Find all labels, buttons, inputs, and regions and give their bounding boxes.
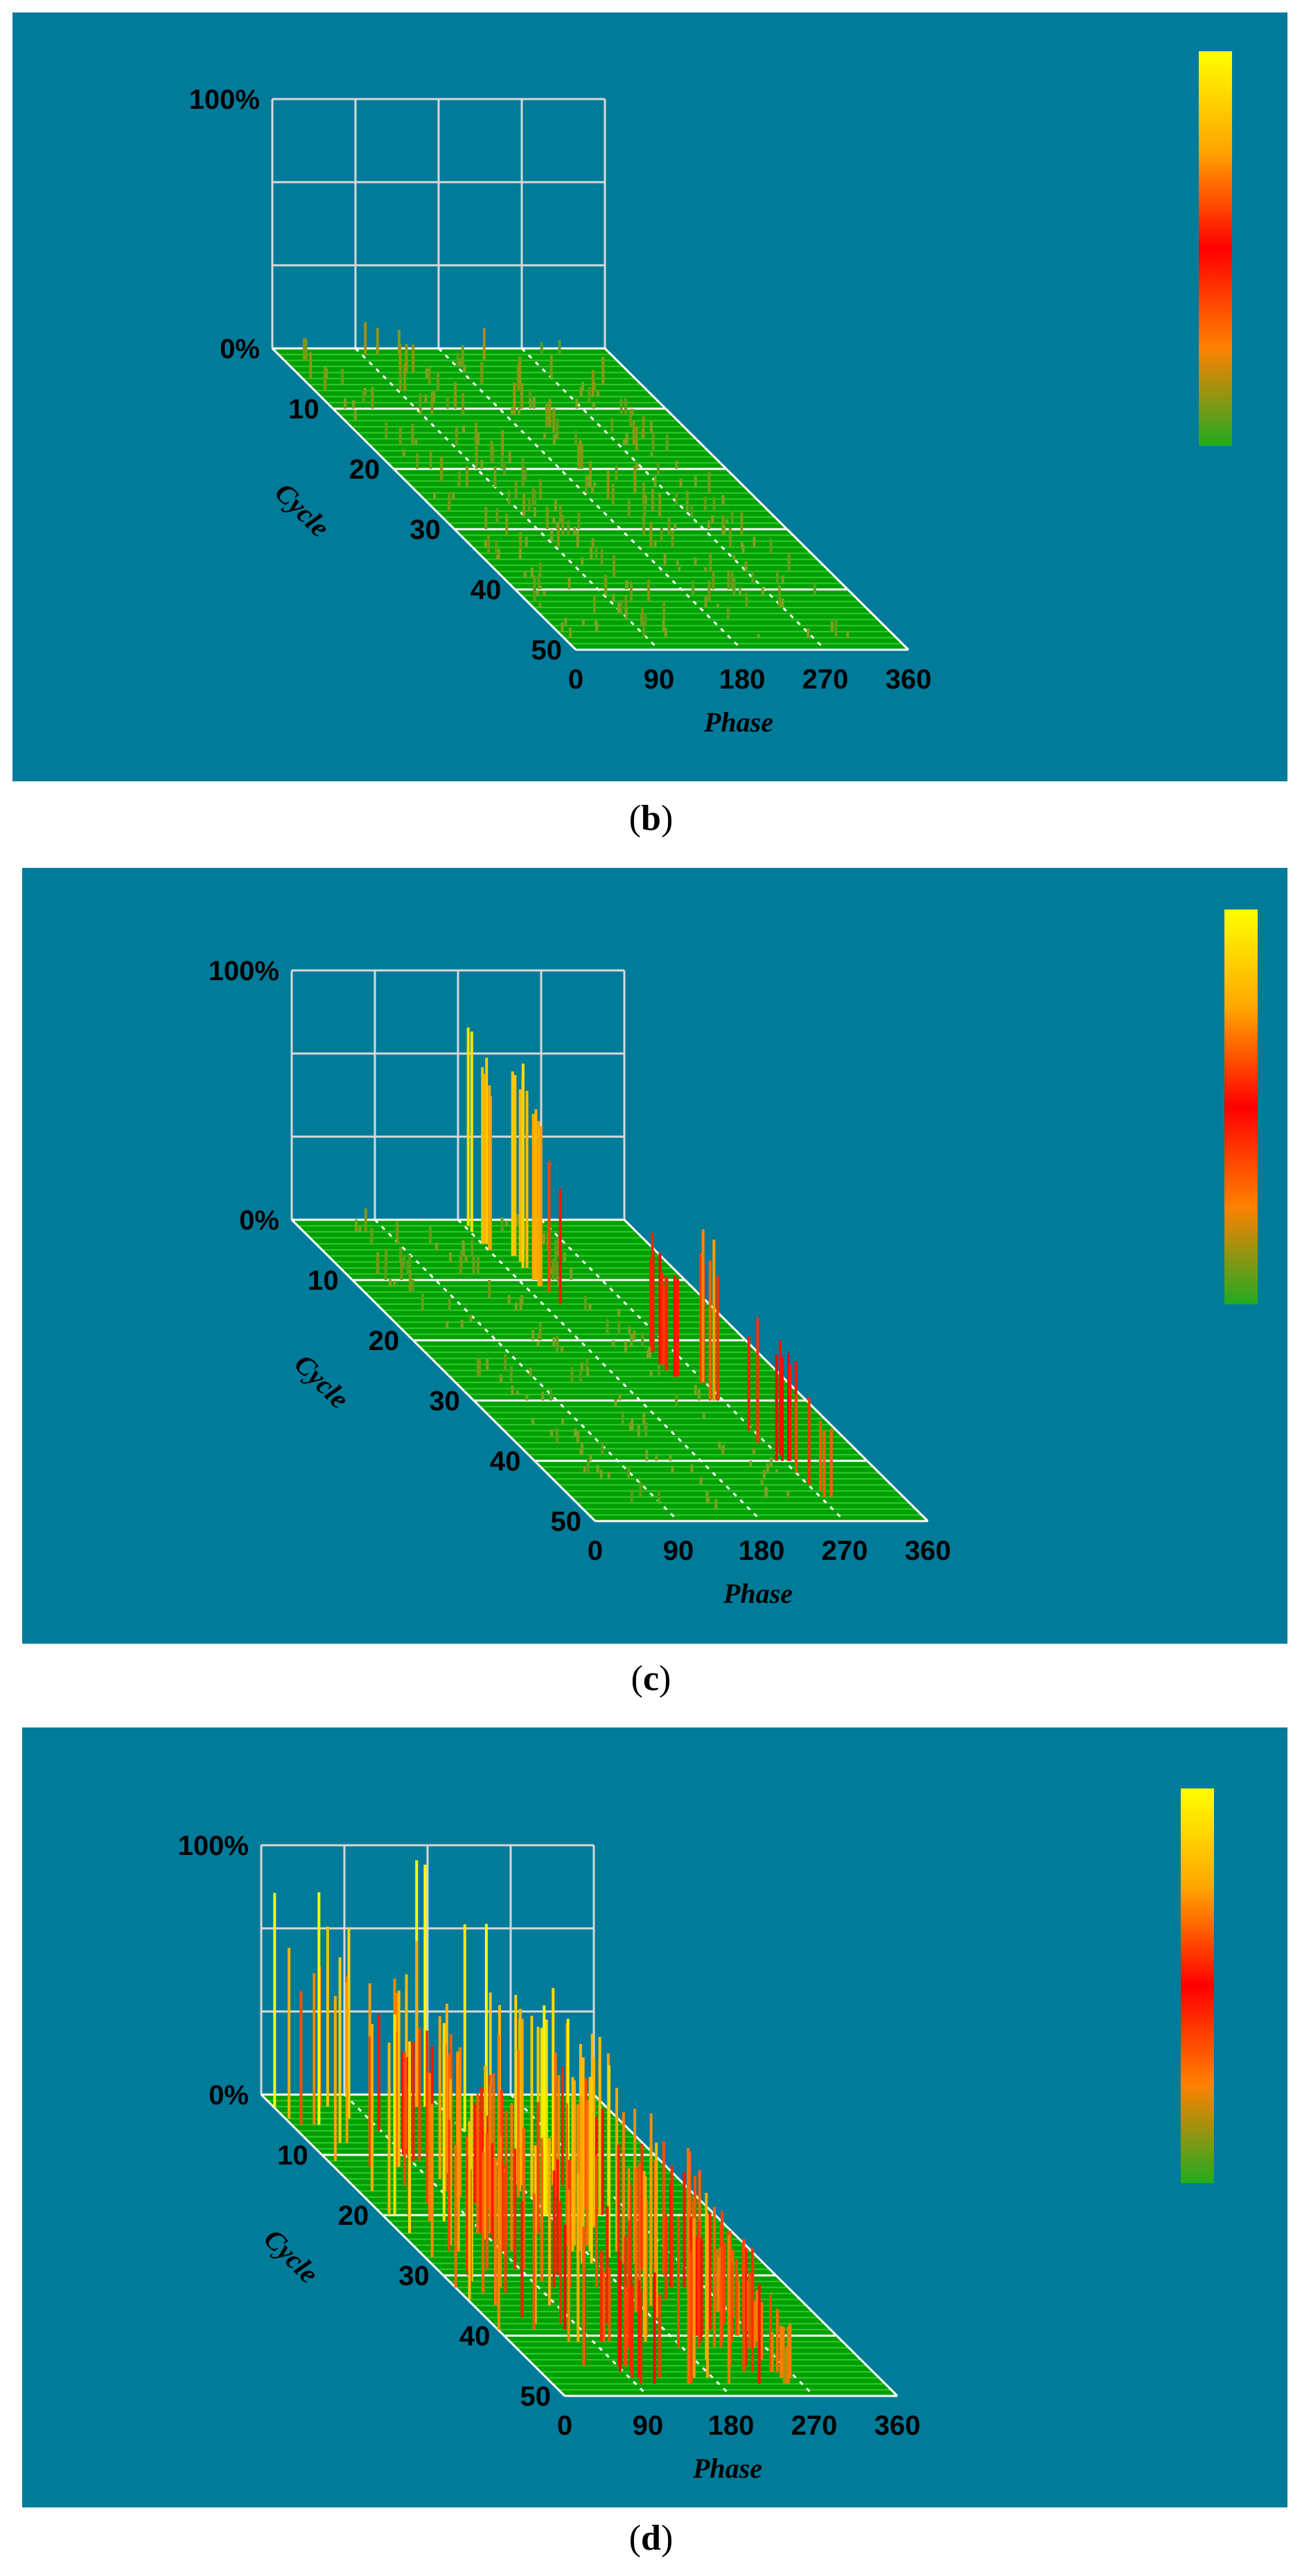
x-tick-label: 270 — [822, 1536, 868, 1566]
tick-labels-c: 100% 0% 10 20 30 40 500 90 180 270 360 — [209, 956, 951, 1566]
caption-b: (b) — [628, 799, 674, 838]
colorbar-c — [1224, 909, 1258, 1304]
x-axis-title: Phase — [692, 2453, 762, 2484]
x-tick-label: 90 — [644, 664, 675, 695]
caption-d-letter: d — [641, 2519, 661, 2558]
floor-phase-line — [604, 347, 910, 651]
bars-b — [302, 321, 850, 638]
y-tick-label: 40 — [459, 2321, 491, 2352]
y-axis-title: Cycle — [288, 1348, 355, 1414]
back-wall-grid-c — [290, 969, 626, 1221]
x-tick-label: 90 — [663, 1536, 694, 1566]
z-tick-label: 100% — [178, 1831, 249, 1861]
tick-labels-d: 100% 0% 10 20 30 40 500 90 180 270 360 — [178, 1831, 921, 2441]
y-tick-label: 20 — [349, 454, 380, 485]
bars-c — [355, 1027, 833, 1509]
x-tick-label: 360 — [905, 1536, 951, 1566]
floor-phase-line — [592, 2093, 899, 2397]
y-tick-label: 20 — [338, 2201, 369, 2231]
x-tick-label: 360 — [886, 664, 932, 695]
x-axis-title: Phase — [723, 1578, 793, 1609]
chart-svg-b: 100% 0% 10 20 30 40 500 90 180 270 360 Phase Cycle — [189, 51, 1232, 738]
chart-panel-c: 100% 0% 10 20 30 40 50 0 90 180 270 360 Phase Cycle — [22, 868, 1287, 1644]
back-wall-grid-b — [271, 98, 606, 350]
y-tick-label: 40 — [490, 1446, 521, 1477]
floor-phase-line — [437, 347, 744, 651]
x-axis-title: Phase — [703, 707, 773, 738]
x-tick-label: 90 — [633, 2410, 664, 2441]
chart-svg-c: 100% 0% 10 20 30 40 500 90 180 270 360 Phase Cycle — [209, 909, 1258, 1609]
y-axis-title: Cycle — [258, 2223, 324, 2289]
colorbar-b — [1199, 51, 1232, 446]
z-tick-label: 100% — [209, 956, 279, 986]
z-tick-label: 0% — [209, 2080, 249, 2111]
y-tick-label: 30 — [398, 2261, 430, 2291]
caption-d: (d) — [628, 2519, 674, 2558]
y-tick-label: 10 — [308, 1265, 339, 1296]
z-tick-label: 100% — [189, 85, 260, 115]
tick-labels-b: 100% 0% 10 20 30 40 500 90 180 270 360 — [189, 85, 932, 695]
floor-phase-line — [271, 347, 577, 651]
y-tick-label: 50 — [531, 635, 563, 666]
y-tick-label: 40 — [470, 575, 502, 605]
x-tick-label: 180 — [719, 664, 766, 695]
caption-c: (c) — [631, 1659, 671, 1698]
y-axis-title: Cycle — [269, 477, 335, 543]
y-tick-label: 50 — [520, 2381, 552, 2412]
caption-b-letter: b — [641, 799, 661, 838]
y-tick-label: 30 — [429, 1386, 460, 1416]
y-tick-label: 10 — [277, 2140, 308, 2171]
x-tick-label: 180 — [739, 1536, 785, 1566]
floor-phase-line — [354, 347, 660, 651]
bars-d — [273, 1860, 792, 2384]
floor-phase-line — [290, 1218, 597, 1522]
z-tick-label: 0% — [239, 1205, 279, 1236]
y-tick-label: 30 — [410, 515, 441, 545]
x-tick-label: 0 — [568, 664, 583, 695]
colorbar-d — [1181, 1788, 1214, 2183]
z-tick-label: 0% — [220, 334, 260, 364]
floor-phase-line — [540, 1218, 846, 1522]
floor-phase-line — [260, 2093, 566, 2397]
chart-panel-b: 100% 0% 10 20 30 40 50 0 90 180 270 360 Phase Cycle — [12, 12, 1287, 781]
caption-c-letter: c — [642, 1659, 660, 1698]
y-tick-label: 20 — [369, 1326, 400, 1356]
x-tick-label: 270 — [802, 664, 849, 695]
floor-phase-line — [373, 1218, 680, 1522]
y-tick-label: 10 — [288, 394, 319, 425]
floor-phase-line — [520, 347, 827, 651]
x-tick-label: 0 — [588, 1536, 603, 1566]
floor-phase-line — [457, 1218, 763, 1522]
chart-svg-d: 100% 0% 10 20 30 40 500 90 180 270 360 Phase Cycle — [178, 1788, 1214, 2484]
chart-panel-d: 100% 0% 10 20 30 40 50 0 90 180 270 360 Phase Cycle — [22, 1727, 1287, 2507]
x-tick-label: 270 — [791, 2410, 838, 2441]
x-tick-label: 360 — [874, 2410, 921, 2441]
x-tick-label: 0 — [557, 2410, 572, 2441]
y-tick-label: 50 — [551, 1507, 582, 1537]
x-tick-label: 180 — [708, 2410, 755, 2441]
